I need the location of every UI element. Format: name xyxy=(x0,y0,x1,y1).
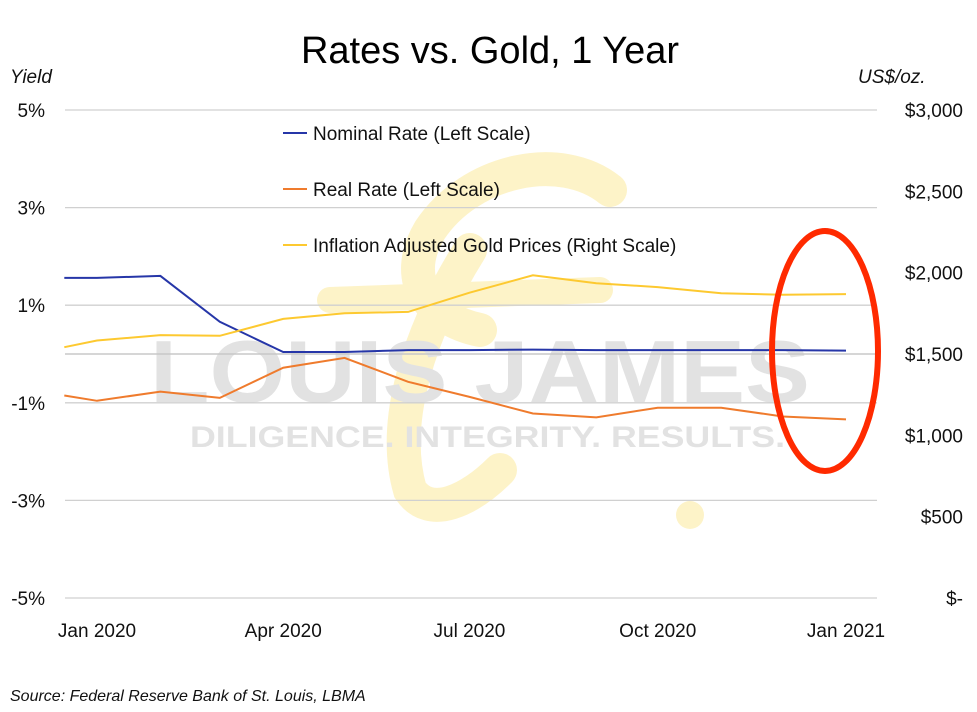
legend-label: Nominal Rate (Left Scale) xyxy=(313,124,531,145)
y-right-tick-label: $1,000 xyxy=(905,426,963,447)
x-tick-label: Jul 2020 xyxy=(434,621,506,642)
legend-label: Real Rate (Left Scale) xyxy=(313,180,500,201)
y-right-tick-label: $500 xyxy=(921,508,963,529)
watermark-tagline: DILIGENCE. INTEGRITY. RESULTS. xyxy=(190,421,785,454)
y-left-tick-label: -3% xyxy=(11,491,45,512)
watermark-brand: LOUIS JAMES xyxy=(150,322,810,421)
y-right-tick-label: $- xyxy=(946,589,963,610)
x-tick-label: Jan 2020 xyxy=(58,621,136,642)
y-left-tick-label: 5% xyxy=(18,101,46,122)
y-left-tick-label: 1% xyxy=(18,296,46,317)
source-note: Source: Federal Reserve Bank of St. Loui… xyxy=(10,688,366,705)
x-tick-label: Jan 2021 xyxy=(807,621,885,642)
y-right-tick-label: $2,500 xyxy=(905,182,963,203)
y-left-tick-label: 3% xyxy=(18,199,46,220)
y-right-tick-label: $1,500 xyxy=(905,345,963,366)
watermark: LOUIS JAMES DILIGENCE. INTEGRITY. RESULT… xyxy=(150,152,810,529)
chart-title: Rates vs. Gold, 1 Year xyxy=(301,30,679,72)
y-left-tick-label: -1% xyxy=(11,394,45,415)
x-tick-label: Apr 2020 xyxy=(245,621,322,642)
legend: Nominal Rate (Left Scale) Real Rate (Left… xyxy=(283,124,676,257)
y-axis-left-label: Yield xyxy=(10,67,53,88)
series-line-2 xyxy=(64,356,847,421)
series-line-3 xyxy=(64,274,847,349)
y-right-tick-label: $2,000 xyxy=(905,264,963,285)
legend-label: Inflation Adjusted Gold Prices (Right Sc… xyxy=(313,236,676,257)
series-line-1 xyxy=(64,274,847,353)
y-axis-right-label: US$/oz. xyxy=(858,67,926,88)
x-tick-label: Oct 2020 xyxy=(619,621,696,642)
y-left-tick-label: -5% xyxy=(11,589,45,610)
highlight-ellipse-annotation xyxy=(769,228,881,474)
y-right-tick-label: $3,000 xyxy=(905,101,963,122)
